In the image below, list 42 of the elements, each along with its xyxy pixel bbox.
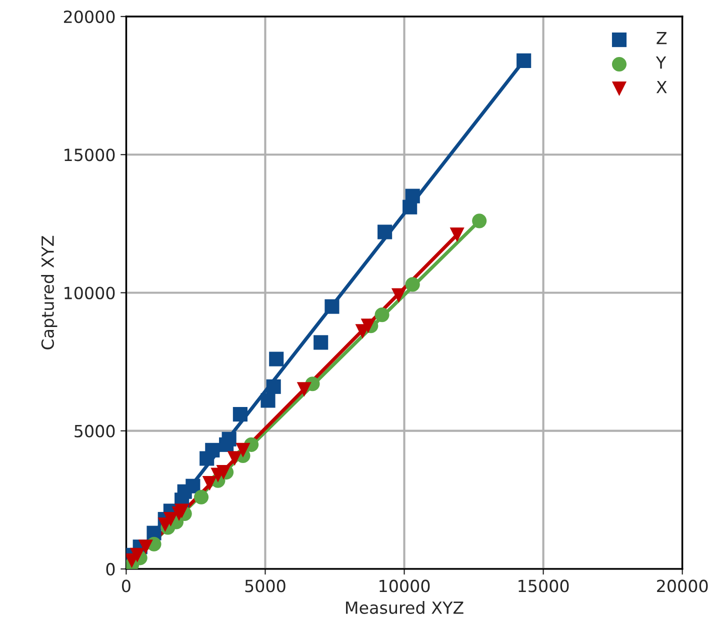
- point: [314, 335, 328, 350]
- legend-label: Z: [656, 32, 667, 44]
- point: [222, 432, 236, 446]
- point: [260, 393, 276, 408]
- point: [472, 214, 487, 228]
- point: [296, 382, 312, 397]
- y-tick-label: 10000: [64, 286, 115, 300]
- x-tick-label: 15000: [518, 580, 569, 592]
- point: [227, 451, 242, 466]
- x-tick-label: 0: [122, 580, 130, 592]
- point: [186, 478, 200, 494]
- point: [236, 442, 250, 458]
- point: [269, 352, 284, 366]
- point: [130, 548, 145, 562]
- point: [194, 490, 209, 504]
- y-tick-label: 0: [106, 562, 115, 576]
- y-tick-label: 5000: [74, 424, 115, 438]
- point: [405, 277, 420, 292]
- point: [202, 476, 217, 491]
- x-tick-label: 5000: [245, 580, 286, 592]
- point: [391, 288, 406, 303]
- legend-label: Y: [656, 56, 666, 69]
- point: [266, 379, 281, 394]
- legend-label: X: [656, 80, 667, 94]
- point: [516, 53, 532, 68]
- point: [450, 227, 464, 242]
- y-tick-label: 20000: [64, 10, 115, 24]
- x-tick-label: 20000: [657, 580, 708, 592]
- x-tick-label: 10000: [380, 580, 430, 592]
- y-tick-label: 15000: [64, 148, 115, 162]
- y-axis-title: Captured XYZ: [41, 236, 58, 350]
- point: [232, 406, 248, 422]
- point: [360, 318, 376, 334]
- point: [324, 299, 340, 314]
- point: [163, 512, 178, 527]
- point: [216, 465, 231, 480]
- point: [405, 188, 420, 204]
- point: [374, 308, 390, 322]
- point: [378, 224, 392, 240]
- point: [138, 540, 153, 554]
- point: [205, 442, 220, 458]
- x-axis-title: Measured XYZ: [346, 601, 464, 614]
